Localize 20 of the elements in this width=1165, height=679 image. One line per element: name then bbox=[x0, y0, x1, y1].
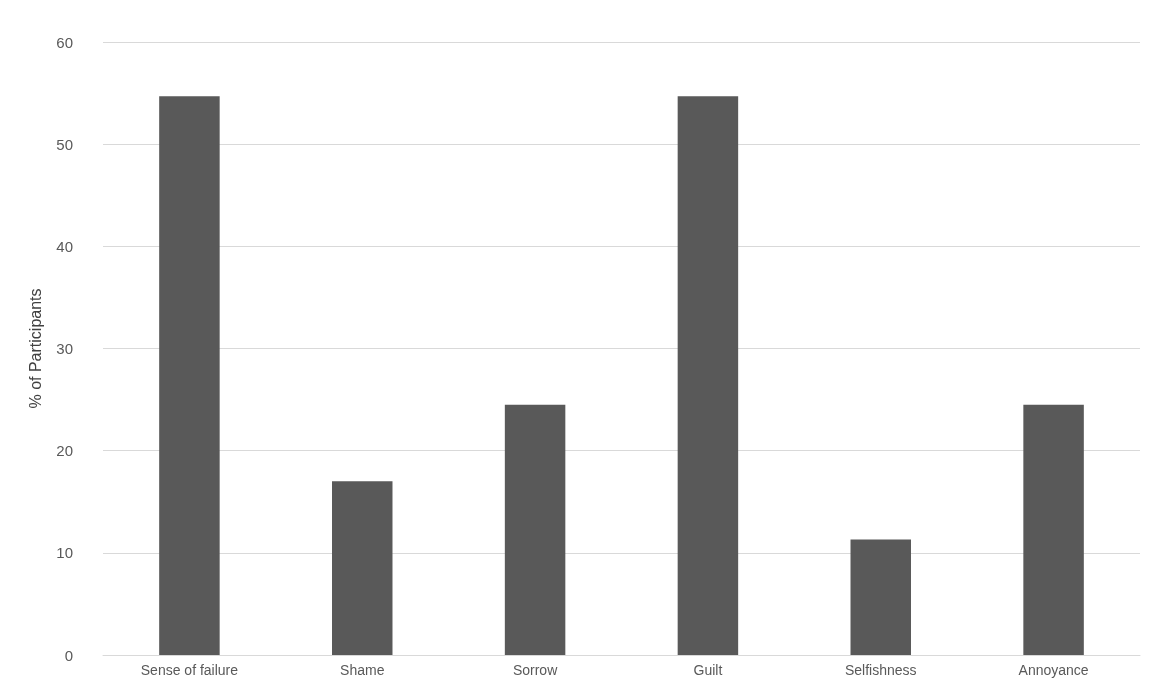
x-tick-label: Selfishness bbox=[844, 662, 917, 678]
y-axis-title: % of Participants bbox=[26, 288, 44, 409]
x-tick-label: Sense of failure bbox=[140, 662, 239, 678]
bar bbox=[1023, 404, 1084, 655]
x-tick-label: Shame bbox=[340, 662, 385, 678]
bar bbox=[677, 96, 739, 655]
bar bbox=[332, 481, 393, 655]
y-tick-label: 10 bbox=[56, 544, 73, 562]
y-tick-label: 50 bbox=[56, 135, 73, 153]
y-tick-label: 40 bbox=[56, 237, 73, 255]
y-tick-label: 0 bbox=[64, 646, 73, 664]
y-tick-label: 60 bbox=[56, 33, 73, 51]
x-tick-label: Annoyance bbox=[1018, 662, 1089, 678]
y-tick-label: 20 bbox=[56, 442, 73, 460]
x-tick-label: Guilt bbox=[693, 662, 723, 678]
bar bbox=[159, 96, 220, 655]
bar bbox=[850, 539, 911, 655]
x-tick-label: Sorrow bbox=[512, 662, 559, 678]
y-tick-label: 30 bbox=[56, 340, 73, 357]
bar bbox=[504, 404, 566, 655]
